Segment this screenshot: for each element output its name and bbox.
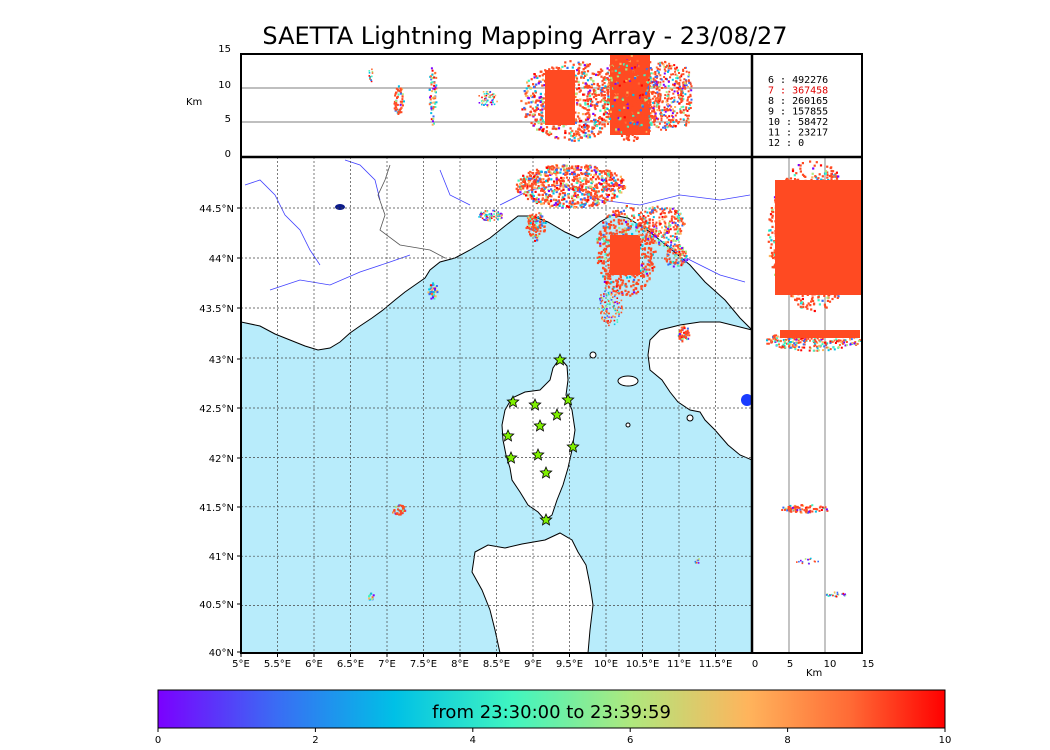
lon-tick-label: 8°E	[451, 659, 469, 670]
colorbar-tick-label: 8	[784, 735, 790, 746]
station-marker	[504, 450, 518, 464]
alt-unit-label: Km	[186, 97, 202, 108]
alt-tick-label: 10	[218, 80, 231, 91]
alt-tick-label: 15	[218, 44, 231, 55]
lon-tick-label: 9°E	[524, 659, 542, 670]
lat-tick-label: 41.5°N	[199, 503, 234, 514]
side-lightning-sources	[766, 160, 862, 598]
colorbar-tick-label: 10	[939, 735, 952, 746]
axes-labels: 5°E 5.5°E 6°E 6.5°E 7°E 7.5°E 8°E 8.5°E 9°E 9.5°E…	[186, 44, 874, 679]
station-count-entry: 12 : 0	[768, 138, 804, 149]
colorbar-ticks: 0 2 4 6 8 10	[155, 728, 952, 746]
lat-tick-label: 40.5°N	[199, 600, 234, 611]
lat-tick-label: 43°N	[209, 355, 234, 366]
corsica	[501, 357, 576, 521]
station-marker	[501, 428, 515, 442]
station-count-entry: 7 : 367458	[768, 86, 828, 97]
altitude-lat-panel	[752, 157, 862, 653]
lon-tick-label: 11.5°E	[699, 659, 733, 670]
elba-island	[617, 375, 639, 387]
lake	[335, 204, 345, 210]
sardinia	[471, 532, 594, 653]
river-po	[499, 184, 751, 206]
colorbar-label: from 23:30:00 to 23:39:59	[432, 702, 671, 723]
altitude-lon-panel	[241, 54, 752, 157]
lat-tick-label: 42.5°N	[199, 404, 234, 415]
mainland-coast	[241, 157, 752, 351]
station-count-entry: 8 : 260165	[768, 96, 828, 107]
capraia-island	[589, 351, 597, 359]
side-tick-label: 15	[862, 659, 875, 670]
giglio-island	[686, 414, 694, 422]
river	[344, 159, 381, 201]
frame-outer	[240, 53, 863, 654]
map-grid	[241, 157, 752, 653]
lon-tick-label: 10°E	[594, 659, 618, 670]
station-marker	[539, 512, 553, 526]
station-marker	[533, 418, 547, 432]
lat-tick-label: 44.5°N	[199, 204, 234, 215]
colorbar-tick-label: 4	[470, 735, 476, 746]
side-unit-label: Km	[806, 668, 822, 679]
colorbar	[157, 689, 946, 729]
lon-tick-label: 6°E	[305, 659, 323, 670]
lma-stations	[501, 352, 580, 526]
italy-south-coast	[647, 321, 752, 461]
station-marker	[566, 439, 580, 453]
station-marker	[539, 465, 553, 479]
lon-tick-label: 5°E	[232, 659, 250, 670]
altitude-lightning-sources	[368, 54, 693, 142]
lon-tick-label: 7°E	[378, 659, 396, 670]
side-tick-label: 0	[752, 659, 758, 670]
lon-tick-label: 7.5°E	[410, 659, 437, 670]
alt-tick-label: 0	[225, 149, 231, 160]
lat-tick-label: 44°N	[209, 254, 234, 265]
lat-tick-label: 41°N	[209, 552, 234, 563]
side-tick-label: 5	[787, 659, 793, 670]
colorbar-tick-label: 2	[312, 735, 318, 746]
france-italy-border	[377, 164, 446, 259]
station-marker	[550, 407, 564, 421]
colorbar-tick-label: 6	[627, 735, 633, 746]
plot-title: SAETTA Lightning Mapping Array - 23/08/2…	[262, 22, 788, 50]
station-marker	[528, 397, 542, 411]
river	[439, 169, 471, 206]
lon-tick-label: 9.5°E	[556, 659, 583, 670]
lat-tick-label: 42°N	[209, 454, 234, 465]
alt-tick-label: 5	[225, 114, 231, 125]
station-count-entry: 9 : 157855	[768, 107, 828, 118]
map-lightning-sources	[368, 164, 700, 601]
river	[244, 179, 321, 266]
station-marker	[506, 394, 520, 408]
lon-tick-label: 10.5°E	[626, 659, 660, 670]
station-count-entry: 10 : 58472	[768, 117, 828, 128]
montecristo-island	[625, 422, 631, 428]
colorbar-tick-label: 0	[155, 735, 161, 746]
lat-tick-label: 40°N	[209, 648, 234, 659]
lon-tick-label: 8.5°E	[483, 659, 510, 670]
lon-tick-label: 5.5°E	[264, 659, 291, 670]
station-marker	[561, 392, 575, 406]
station-count-entry: 6 : 492276	[768, 75, 828, 86]
lon-tick-label: 11°E	[667, 659, 691, 670]
lake-bolsena	[741, 394, 752, 406]
lat-tick-label: 43.5°N	[199, 304, 234, 315]
side-tick-label: 10	[824, 659, 837, 670]
lon-tick-label: 6.5°E	[337, 659, 364, 670]
station-marker	[553, 352, 567, 366]
station-marker	[531, 447, 545, 461]
river	[269, 254, 411, 291]
map-panel	[241, 157, 752, 653]
station-count-entry: 11 : 23217	[768, 128, 828, 139]
